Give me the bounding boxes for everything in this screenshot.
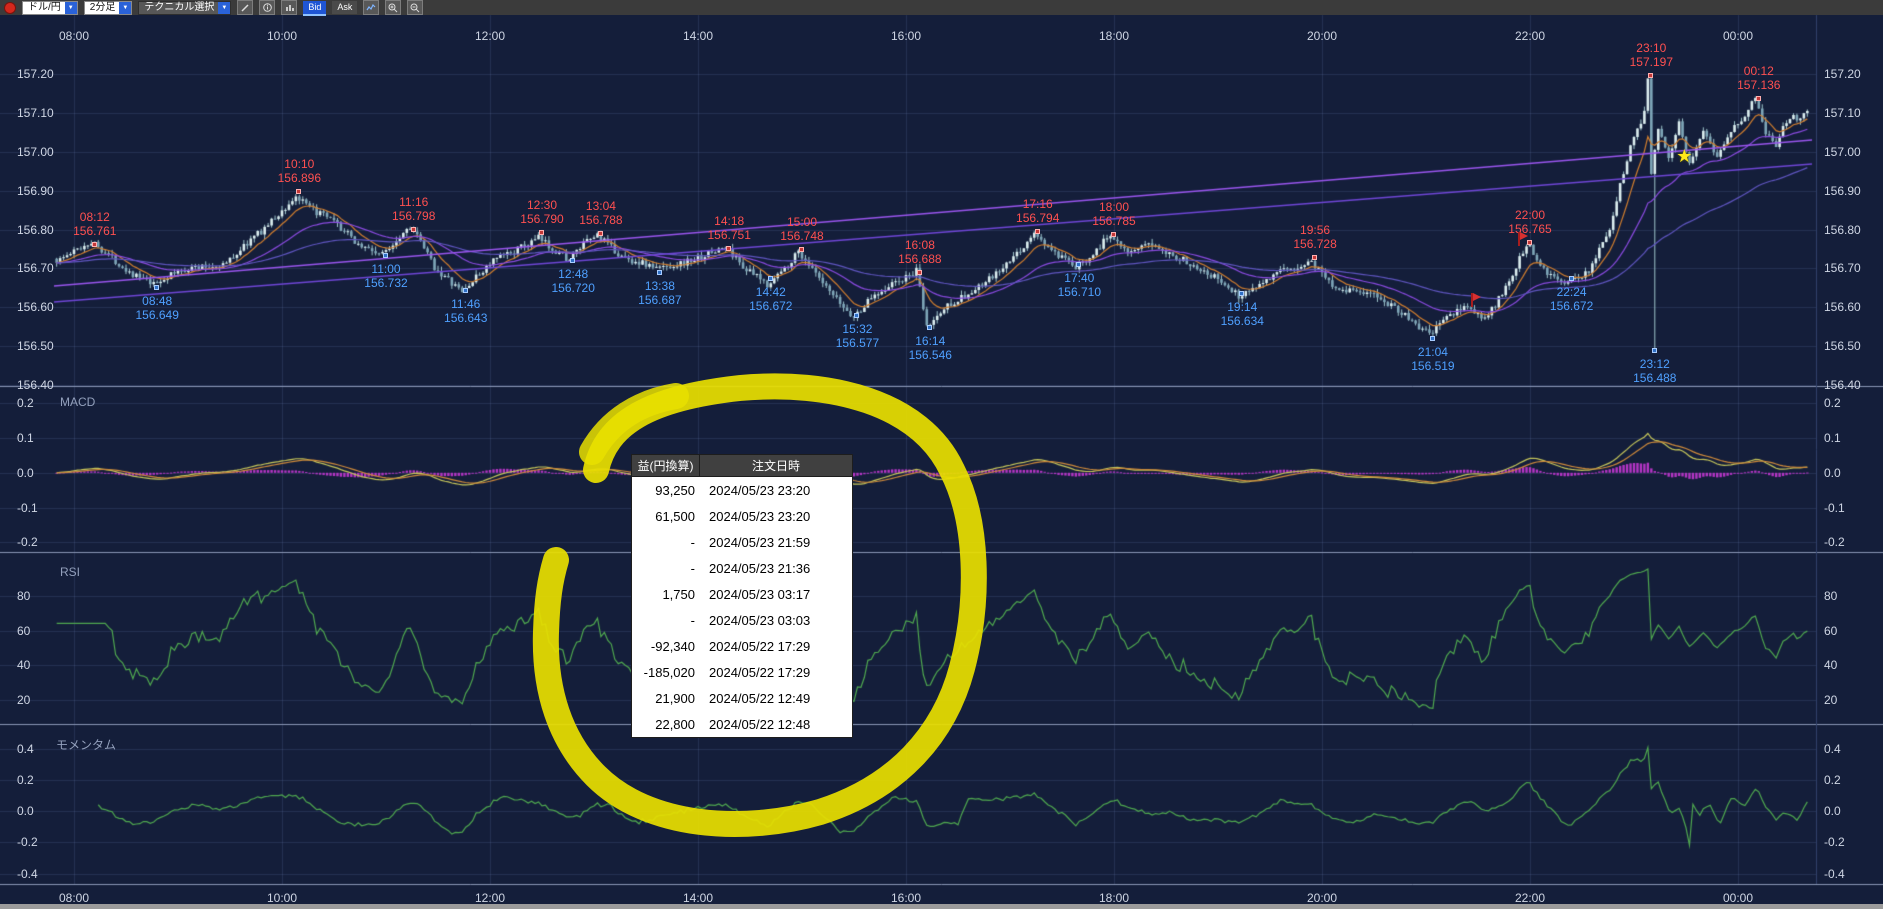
orders-table-header: 益(円換算) 注文日時 (632, 455, 852, 477)
ask-button[interactable]: Ask (332, 1, 358, 14)
orders-table: 益(円換算) 注文日時 93,250 2024/05/23 23:20 61,500… (632, 455, 852, 737)
order-datetime: 2024/05/23 23:20 (709, 508, 811, 524)
order-datetime: 2024/05/23 21:59 (709, 534, 811, 550)
order-datetime: 2024/05/23 23:20 (709, 482, 811, 498)
orders-col-datetime: 注文日時 (751, 459, 800, 473)
order-row[interactable]: 93,250 2024/05/23 23:20 (632, 477, 852, 503)
technical-label: テクニカル選択 (144, 1, 215, 13)
toolbar: ドル/円 ▼ 2分足 ▼ テクニカル選択 ▼ Bid Ask (0, 0, 1883, 15)
order-datetime: 2024/05/23 03:03 (709, 612, 811, 628)
status-strip (0, 904, 1883, 909)
order-datetime: 2024/05/22 12:48 (709, 716, 811, 732)
order-profit: 21,900 (655, 690, 695, 706)
pair-label: ドル/円 (28, 1, 61, 13)
order-profit: - (690, 534, 695, 550)
order-profit: 22,800 (655, 716, 695, 732)
chevron-down-icon: ▼ (119, 1, 132, 14)
orders-table-body: 93,250 2024/05/23 23:20 61,500 2024/05/23 2… (632, 477, 852, 737)
order-profit: 93,250 (655, 482, 695, 498)
order-row[interactable]: 21,900 2024/05/22 12:49 (632, 685, 852, 711)
zoom-out-icon[interactable] (407, 0, 424, 15)
order-datetime: 2024/05/23 03:17 (709, 586, 811, 602)
panel-icon[interactable] (281, 0, 298, 15)
order-row[interactable]: -92,340 2024/05/22 17:29 (632, 633, 852, 659)
order-profit: 1,750 (662, 586, 695, 602)
order-row[interactable]: 1,750 2024/05/23 03:17 (632, 581, 852, 607)
zoom-in-icon[interactable] (385, 0, 402, 15)
order-profit: 61,500 (655, 508, 695, 524)
timeframe-select[interactable]: 2分足 ▼ (83, 0, 133, 15)
info-icon[interactable] (259, 0, 276, 15)
order-row[interactable]: -2024/05/23 03:03 (632, 607, 852, 633)
pencil-icon[interactable] (237, 0, 254, 15)
order-row[interactable]: 22,800 2024/05/22 12:48 (632, 711, 852, 737)
timeframe-label: 2分足 (89, 1, 116, 13)
order-row[interactable]: -2024/05/23 21:36 (632, 555, 852, 581)
chevron-down-icon: ▼ (64, 1, 77, 14)
order-datetime: 2024/05/22 17:29 (709, 638, 811, 654)
order-datetime: 2024/05/22 17:29 (709, 664, 811, 680)
order-profit: -185,020 (643, 664, 695, 680)
orders-col-profit: 益(円換算) (632, 455, 700, 476)
bid-button[interactable]: Bid (303, 1, 327, 14)
order-profit: - (690, 612, 695, 628)
order-datetime: 2024/05/23 21:36 (709, 560, 811, 576)
technical-select[interactable]: テクニカル選択 ▼ (138, 0, 232, 15)
order-row[interactable]: -2024/05/23 21:59 (632, 529, 852, 555)
order-row[interactable]: 61,500 2024/05/23 23:20 (632, 503, 852, 529)
order-row[interactable]: -185,020 2024/05/22 17:29 (632, 659, 852, 685)
order-profit: - (690, 560, 695, 576)
order-datetime: 2024/05/22 12:49 (709, 690, 811, 706)
line-chart-icon[interactable] (363, 0, 380, 15)
app-icon (4, 1, 16, 14)
pair-select[interactable]: ドル/円 ▼ (22, 0, 78, 15)
chevron-down-icon: ▼ (218, 1, 231, 14)
order-profit: -92,340 (650, 638, 695, 654)
